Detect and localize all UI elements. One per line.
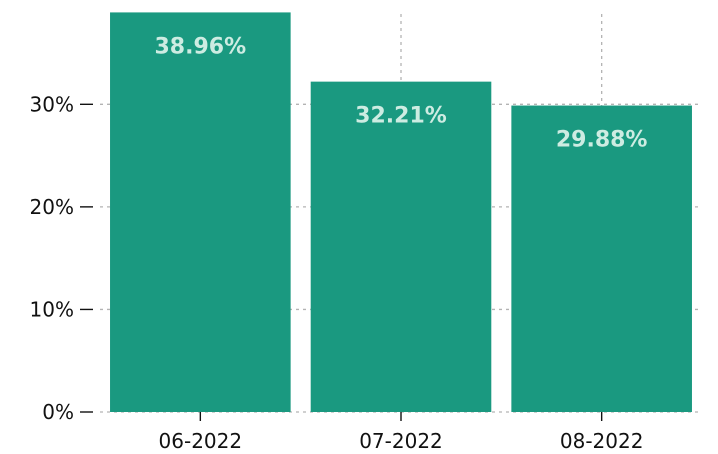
bar-value-label: 29.88% [556, 128, 648, 153]
bar-value-label: 38.96% [155, 34, 247, 59]
x-tick-label: 08-2022 [560, 429, 644, 453]
data-labels: 38.96% 32.21% 29.88% [155, 34, 648, 152]
bar [511, 105, 692, 413]
x-tick-label: 07-2022 [359, 429, 443, 453]
axes: 0% 10% 20% 30% 06-2022 07-2022 08-2022 [30, 92, 644, 453]
y-tick-label: 10% [30, 297, 74, 321]
y-tick-label: 0% [42, 400, 74, 424]
x-tick-label: 06-2022 [159, 429, 243, 453]
y-tick-label: 20% [30, 195, 74, 219]
bar [110, 12, 291, 413]
y-tick-label: 30% [30, 92, 74, 116]
bar-value-label: 32.21% [355, 104, 447, 129]
bar [310, 81, 492, 413]
bars [110, 12, 692, 413]
